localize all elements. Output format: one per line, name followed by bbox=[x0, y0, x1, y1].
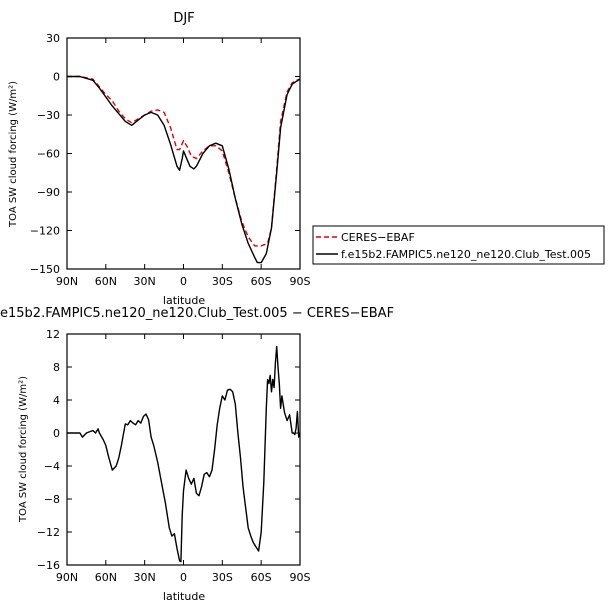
bottom-chart-panel: e15b2.FAMPIC5.ne120_ne120.Club_Test.005 … bbox=[0, 306, 394, 603]
top-series-lines bbox=[67, 75, 301, 264]
bottom-y-tick-label: −12 bbox=[37, 526, 60, 539]
bottom-series-lines bbox=[67, 345, 301, 563]
top-series-line-0 bbox=[67, 75, 301, 247]
top-y-tick-label: −60 bbox=[37, 148, 60, 161]
top-x-ticks: 90N 60N 30N 0 30S 60S 90S bbox=[56, 38, 311, 288]
bottom-y-tick-label: 0 bbox=[53, 427, 60, 440]
top-x-tick-label: 30N bbox=[134, 275, 156, 288]
top-series-line-1 bbox=[67, 75, 301, 264]
bottom-y-tick-label: −4 bbox=[44, 460, 60, 473]
top-chart-panel: DJF 30 0 −30 −60 −90 −120 −150 90N 60N 30N 0 30S 60… bbox=[8, 11, 311, 307]
bottom-y-tick-label: 12 bbox=[46, 328, 60, 341]
bottom-x-ticks: 90N 60N 30N 0 30S 60S 90S bbox=[56, 334, 311, 584]
top-y-tick-label: 0 bbox=[53, 71, 60, 84]
bottom-x-tick-label: 30S bbox=[212, 571, 233, 584]
top-plot-frame bbox=[66, 37, 301, 270]
top-x-tick-label: 90N bbox=[56, 275, 78, 288]
bottom-x-tick-label: 90S bbox=[290, 571, 311, 584]
bottom-x-tick-label: 60S bbox=[251, 571, 272, 584]
bottom-x-tick-label: 0 bbox=[180, 571, 187, 584]
top-x-tick-label: 60S bbox=[251, 275, 272, 288]
bottom-series-line-0 bbox=[67, 345, 301, 563]
top-y-tick-label: 30 bbox=[46, 32, 60, 45]
top-y-axis-label: TOA SW cloud forcing (W/m²) bbox=[8, 81, 19, 228]
legend-box bbox=[312, 225, 605, 265]
bottom-plot-frame bbox=[66, 333, 301, 566]
top-x-axis-label: latitude bbox=[163, 294, 205, 307]
bottom-y-axis-label: TOA SW cloud forcing (W/m²) bbox=[18, 376, 29, 523]
top-x-tick-label: 90S bbox=[290, 275, 311, 288]
bottom-y-tick-label: −8 bbox=[44, 493, 60, 506]
bottom-y-tick-label: 4 bbox=[53, 394, 60, 407]
top-x-tick-label: 0 bbox=[180, 275, 187, 288]
bottom-y-tick-label: 8 bbox=[53, 361, 60, 374]
bottom-x-tick-label: 30N bbox=[134, 571, 156, 584]
bottom-x-tick-label: 60N bbox=[95, 571, 117, 584]
bottom-chart-title: e15b2.FAMPIC5.ne120_ne120.Club_Test.005 … bbox=[0, 306, 394, 321]
bottom-x-tick-label: 90N bbox=[56, 571, 78, 584]
top-y-tick-label: −120 bbox=[30, 225, 60, 238]
top-x-tick-label: 30S bbox=[212, 275, 233, 288]
legend-label-model: f.e15b2.FAMPIC5.ne120_ne120.Club_Test.00… bbox=[341, 248, 591, 261]
bottom-x-axis-label: latitude bbox=[163, 590, 205, 603]
top-chart-title: DJF bbox=[173, 11, 194, 26]
legend-label-ceres: CERES−EBAF bbox=[341, 231, 415, 244]
bottom-y-tick-label: −16 bbox=[37, 559, 60, 572]
top-y-tick-label: −150 bbox=[30, 263, 60, 276]
legend: CERES−EBAF f.e15b2.FAMPIC5.ne120_ne120.C… bbox=[312, 225, 605, 265]
top-x-tick-label: 60N bbox=[95, 275, 117, 288]
top-y-tick-label: −90 bbox=[37, 186, 60, 199]
top-y-ticks: 30 0 −30 −60 −90 −120 −150 bbox=[30, 32, 300, 276]
top-y-tick-label: −30 bbox=[37, 109, 60, 122]
bottom-y-ticks: 12 8 4 0 −4 −8 −12 −16 bbox=[37, 328, 300, 572]
